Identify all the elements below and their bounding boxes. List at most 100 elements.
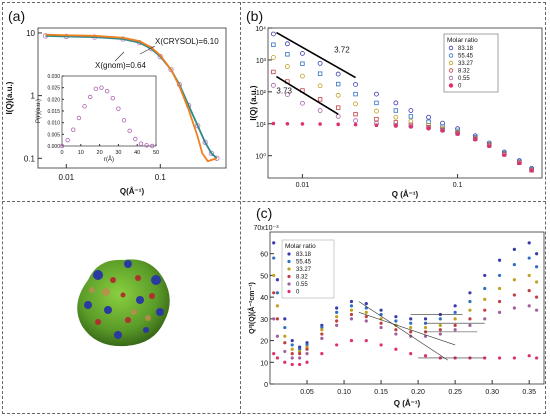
panel-b-chart: 0.01 0.1 10⁴ 10³ 10² 10¹ 10⁰ Q (Å⁻¹) I(Q) (a.u.)…	[249, 26, 543, 199]
panel-c-point	[438, 317, 442, 321]
panel-a-inset-point	[104, 88, 110, 94]
panel-c-point	[534, 280, 539, 284]
panel-c-point	[283, 325, 287, 330]
panel-c-point	[409, 325, 413, 330]
panel-a-inset-point	[99, 85, 104, 90]
panel-b-point	[335, 81, 341, 87]
panel-b-point	[502, 153, 507, 157]
panel-c-point	[527, 241, 531, 245]
panel-c-legend-title: Molar ratio	[285, 243, 316, 250]
panel-c-point	[497, 299, 502, 304]
panel-c-ytick-label: 40	[260, 295, 268, 302]
panel-c-point	[349, 299, 354, 304]
panel-a-inset-point	[144, 143, 149, 148]
panel-c-point	[394, 347, 398, 351]
panel-b-point	[335, 92, 341, 98]
panel-c-point	[534, 295, 539, 299]
panel-c-point	[298, 352, 302, 356]
panel-c-xtick-label: 0.05	[300, 389, 314, 396]
panel-c-point	[298, 362, 302, 367]
panel-c-point	[512, 247, 516, 251]
panel-a-inset-point	[59, 143, 65, 149]
panel-c-xtick-label: 0.25	[448, 389, 462, 396]
panel-c-point	[335, 315, 339, 319]
panel-c-point	[468, 317, 472, 321]
panel-c-point	[527, 354, 531, 358]
panel-a-inset-ytick-label: 0.015	[47, 109, 60, 115]
panel-a-inset-point	[87, 94, 93, 100]
panel-b-point	[393, 100, 399, 106]
panel-b-point	[335, 105, 341, 110]
panel-c-point	[394, 332, 398, 336]
panel-c-point	[272, 273, 276, 278]
panel-c-legend-label: 0	[296, 290, 300, 296]
panel-a-inset-ytick-label: 0.020	[47, 97, 60, 103]
panel-b-point	[300, 100, 305, 106]
panel-divider-horizontal	[2, 201, 546, 202]
panel-b-point	[300, 122, 305, 126]
panel-c-point	[423, 354, 428, 358]
panel-c-point	[283, 341, 287, 345]
panel-a-chart: 0.01 0.1 10 1 0.1 Q(Å⁻¹) I(Q)(a.u.) X(CRYSOL)=6…	[5, 27, 227, 196]
panel-a-plot-frame	[37, 27, 227, 169]
panel-c-point	[468, 323, 472, 327]
panel-a-inset-ylabel: P(r)(a.u.)	[36, 99, 42, 123]
panel-b-point	[426, 126, 431, 131]
panel-b-legend-marker	[448, 68, 454, 73]
panel-b-label: (b)	[246, 8, 264, 24]
panel-a-inset-point	[110, 95, 115, 101]
panel-c-point	[335, 310, 339, 314]
panel-b-point	[317, 108, 323, 113]
panel-b-legend-label: 8.32	[458, 69, 470, 75]
panel-a-xtick-label: 0.1	[155, 173, 167, 182]
panel-a-inset-xtick-label: 40	[134, 150, 140, 156]
panel-b-point	[300, 61, 305, 66]
panel-c-point	[379, 321, 383, 325]
panel-c-point	[394, 328, 398, 332]
panel-b-point	[300, 51, 305, 56]
panel-c-xtick-label: 0.15	[374, 389, 388, 396]
panel-a-inset-ytick-label: 0.005	[47, 132, 60, 138]
panel-c-point	[349, 304, 354, 308]
panel-a-annotation-arrow	[139, 45, 156, 55]
panel-c-point	[423, 317, 428, 321]
figure-frame	[2, 2, 546, 414]
panel-c-point	[527, 289, 531, 293]
panel-b-point	[426, 125, 431, 131]
panel-c-point	[483, 297, 487, 301]
panel-c-point	[275, 334, 280, 338]
panel-b-point	[353, 101, 358, 107]
panel-b-ytick-label: 10⁴	[255, 26, 266, 33]
panel-c-ylabel: Q²I(Q)(Å⁻²cm⁻¹)	[247, 282, 256, 334]
panel-c-point	[438, 328, 442, 332]
panel-c-point	[483, 286, 487, 291]
panel-a-xlabel: Q(Å⁻¹)	[120, 187, 145, 196]
panel-c-point	[364, 302, 368, 306]
panel-c-point	[379, 325, 383, 330]
panel-c-point	[468, 308, 472, 312]
panel-a-inset-point	[138, 141, 144, 146]
panel-b-legend-marker	[448, 45, 454, 51]
panel-c-point	[438, 332, 442, 336]
panel-a-inset-point	[150, 143, 155, 149]
panel-c-point	[275, 304, 280, 308]
panel-c-ytick-label: 30	[260, 317, 268, 324]
panel-a-ytick-label: 0.1	[24, 154, 36, 163]
panel-c-legend-label: 55.45	[296, 260, 312, 266]
panel-c-y-multiplier: 70x10⁻³	[253, 225, 279, 232]
panel-a-inset-point	[116, 106, 121, 111]
panel-b-point	[455, 132, 460, 136]
panel-a-data-point	[208, 150, 215, 156]
panel-b-xlabel: Q (Å⁻¹)	[392, 190, 419, 199]
panel-b-point	[374, 108, 379, 114]
panel-c-xtick-label: 0.20	[411, 389, 425, 396]
panel-b-point	[271, 42, 276, 47]
panel-c-point	[290, 338, 294, 343]
panel-c-point	[497, 258, 502, 262]
panel-a-inset-point	[82, 104, 87, 109]
panel-c-point	[497, 356, 502, 360]
panel-a-inset-xtick-label: 30	[115, 150, 121, 156]
panel-c-point	[453, 323, 457, 327]
panel-a-inset-point	[93, 86, 99, 92]
panel-b-ytick-label: 10¹	[256, 122, 267, 129]
